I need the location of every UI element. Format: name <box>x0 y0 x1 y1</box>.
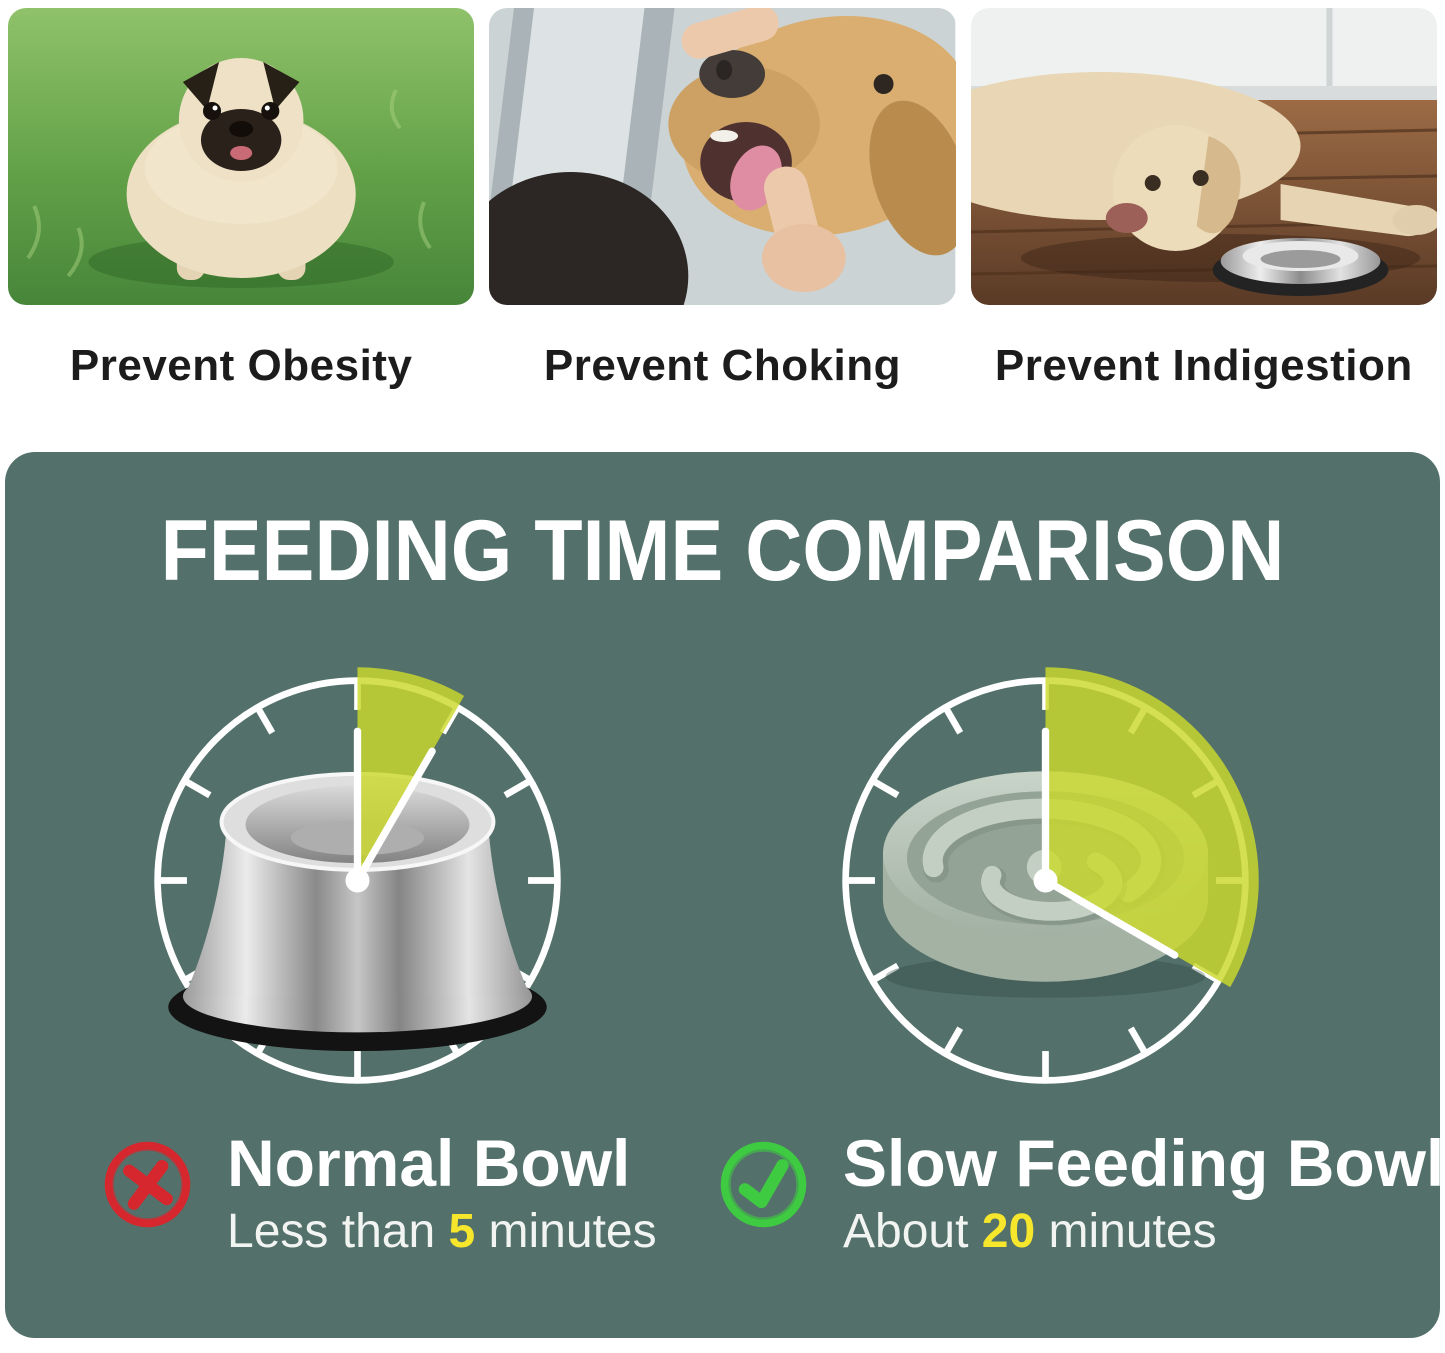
desc-suffix: minutes <box>475 1204 657 1258</box>
labrador-bowl-photo <box>970 8 1437 305</box>
desc-value: 20 <box>981 1204 1036 1258</box>
slow-feeding-bowl-result: Slow Feeding Bowl About 20 minutes <box>716 1127 1444 1259</box>
benefit-card-obesity: Prevent Obesity <box>8 8 475 391</box>
normal-bowl-clock <box>154 667 561 1084</box>
result-name: Normal Bowl <box>227 1126 631 1200</box>
mouth-check-photo <box>489 8 956 305</box>
benefit-caption: Prevent Indigestion <box>994 341 1413 390</box>
retriever-mouth-check-illustration <box>489 8 956 305</box>
result-texts: Normal Bowl Less than 5 minutes <box>227 1127 657 1259</box>
desc-prefix: About <box>843 1204 982 1258</box>
desc-suffix: minutes <box>1035 1204 1217 1258</box>
normal-bowl-result: Normal Bowl Less than 5 minutes <box>100 1127 657 1259</box>
desc-prefix: Less than <box>227 1204 449 1258</box>
feeding-time-panel: FEEDING TIME COMPARISON <box>5 452 1444 1338</box>
clock-hands <box>1033 727 1179 959</box>
panel-title: FEEDING TIME COMPARISON <box>160 503 1285 599</box>
red-cross-icon <box>104 1141 191 1228</box>
pug-on-grass-illustration <box>8 8 475 305</box>
benefit-caption: Prevent Choking <box>543 341 902 390</box>
slow-feeding-bowl-clock <box>842 667 1259 1084</box>
result-name: Slow Feeding Bowl <box>843 1126 1445 1200</box>
green-check-icon <box>720 1141 807 1228</box>
result-texts: Slow Feeding Bowl About 20 minutes <box>843 1127 1444 1259</box>
clock-hands <box>345 727 436 893</box>
benefits-row: Prevent Obesity <box>8 8 1437 391</box>
benefit-card-choking: Prevent Choking <box>489 8 956 391</box>
benefit-card-indigestion: Prevent Indigestion <box>970 8 1437 391</box>
result-desc: Less than 5 minutes <box>227 1204 657 1259</box>
result-desc: About 20 minutes <box>843 1204 1444 1259</box>
labrador-lying-illustration <box>970 8 1437 305</box>
desc-value: 5 <box>448 1204 476 1258</box>
benefit-caption: Prevent Obesity <box>69 341 413 390</box>
overweight-pug-photo <box>8 8 475 305</box>
